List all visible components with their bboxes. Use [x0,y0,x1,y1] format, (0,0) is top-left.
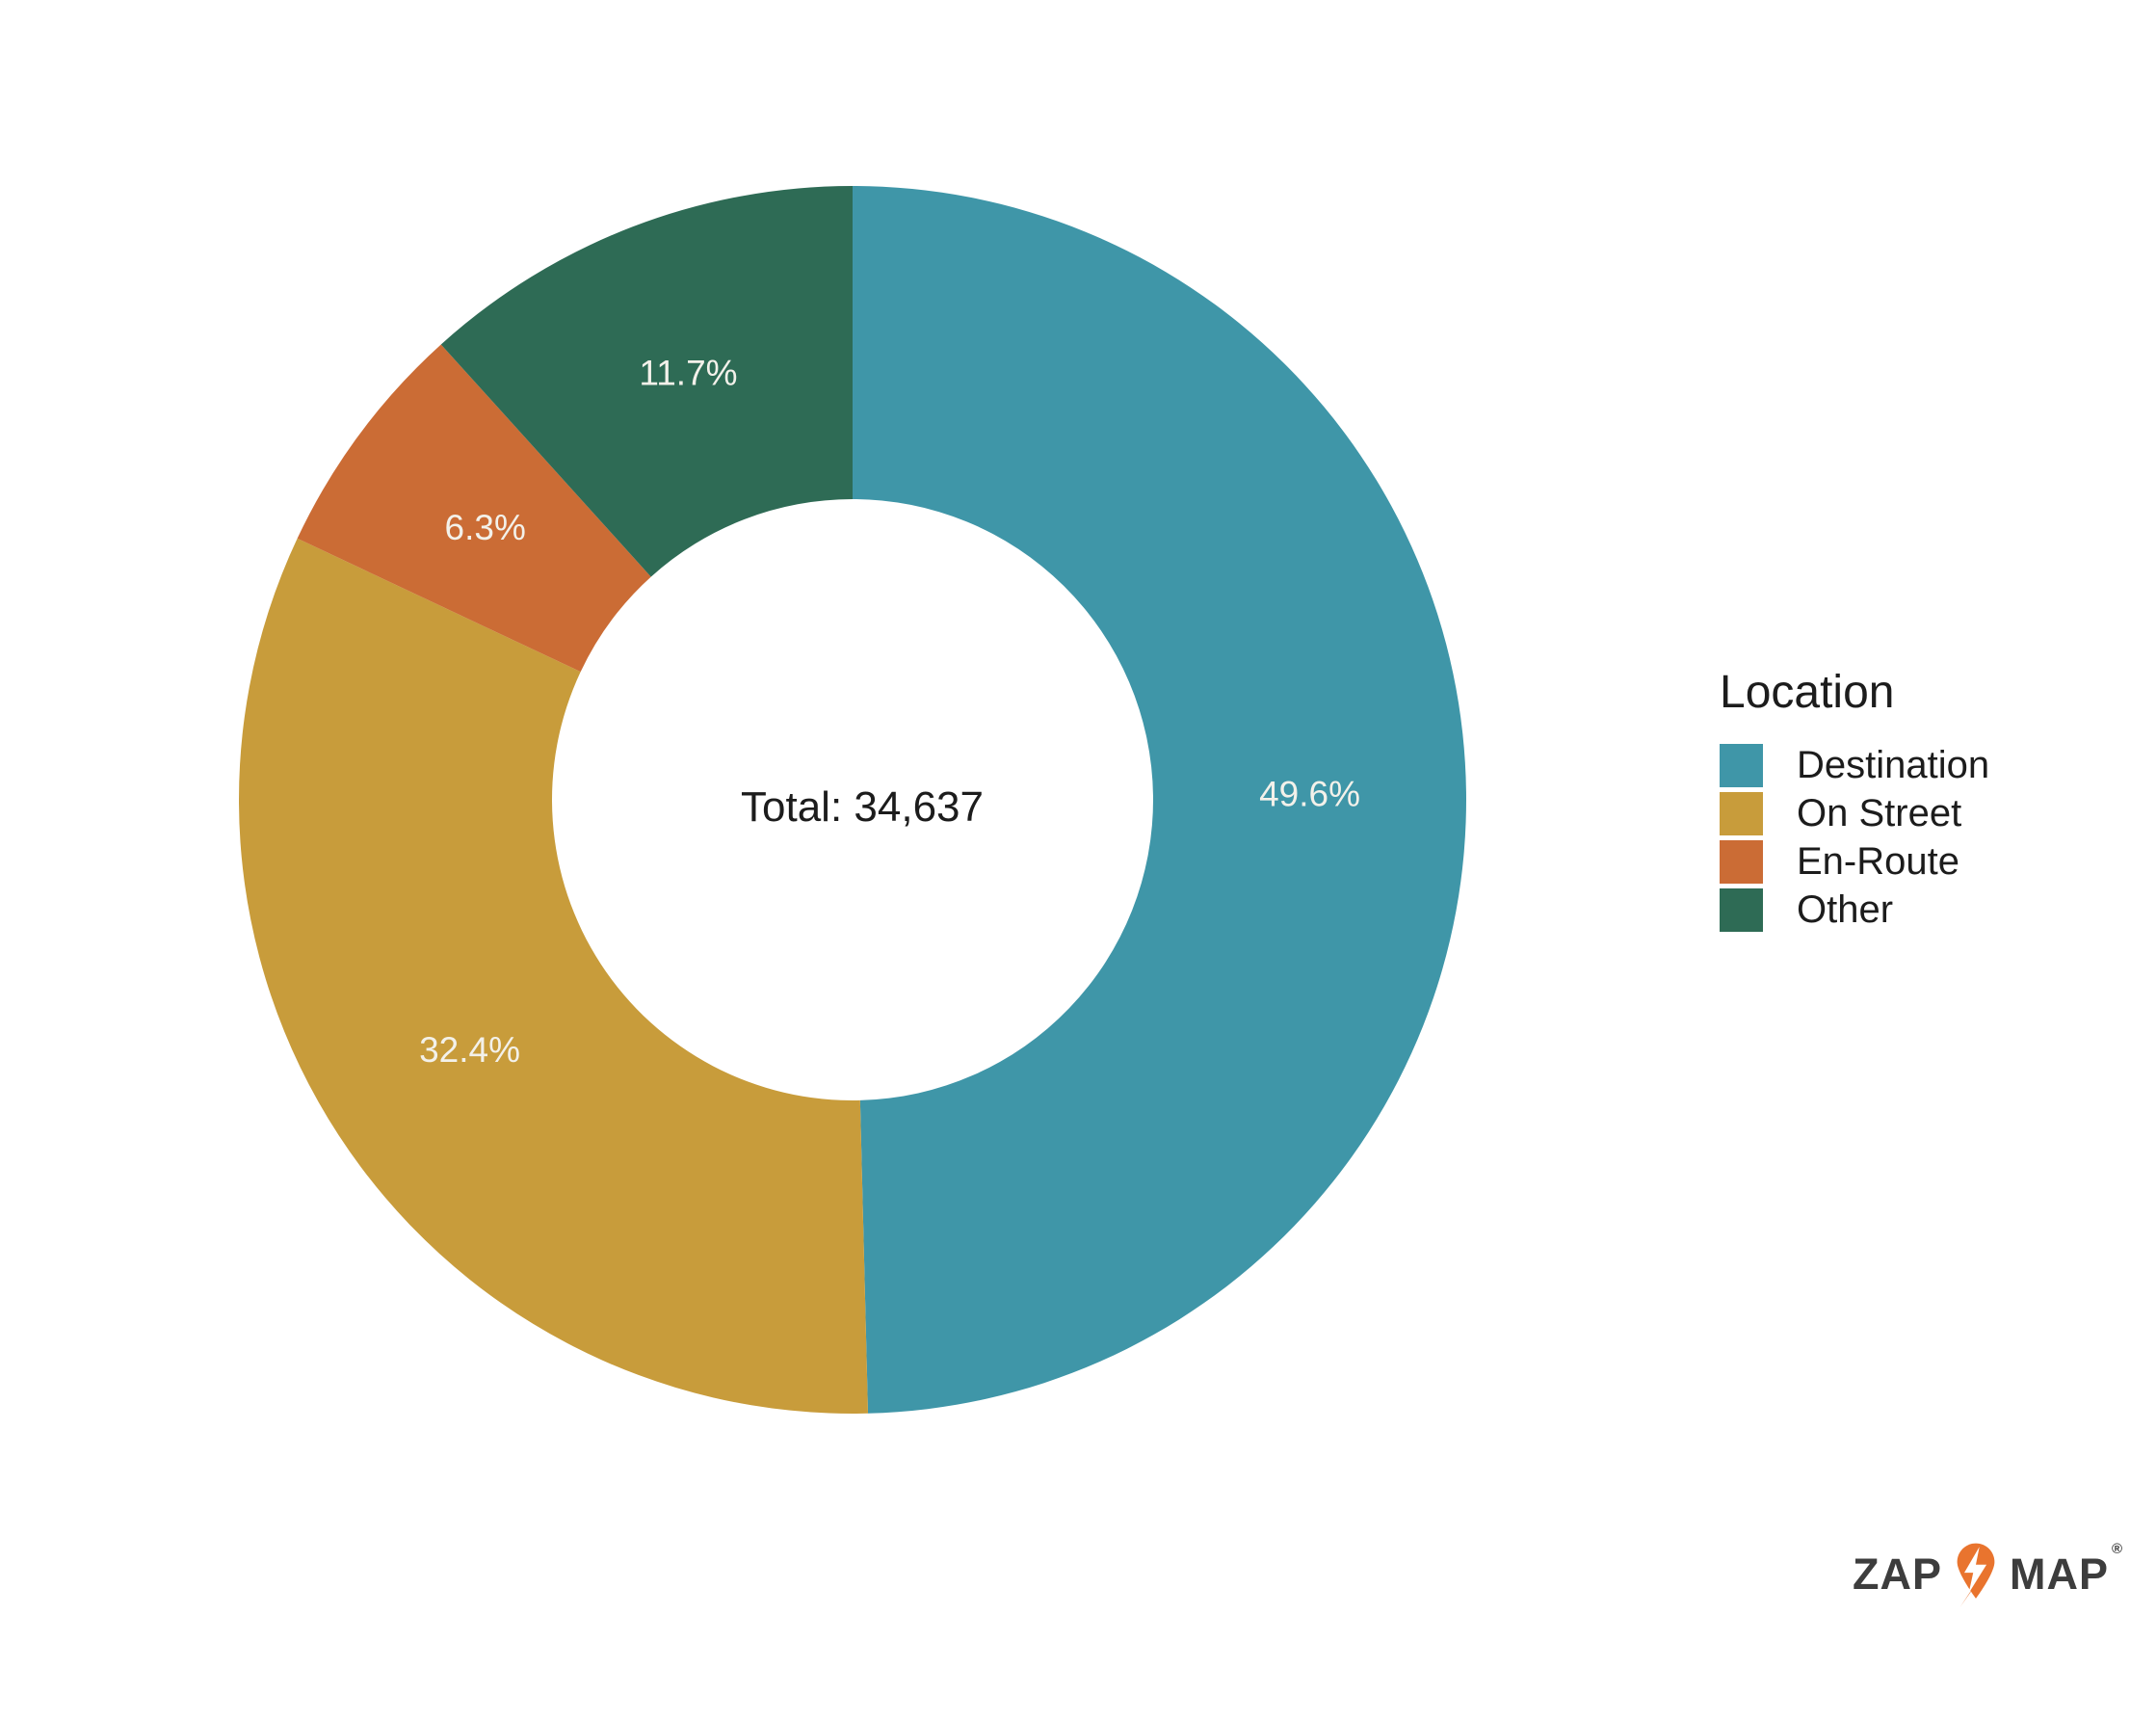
legend-item-label: On Street [1797,791,1962,834]
logo-text-zap: ZAP [1853,1549,1942,1599]
registered-trademark-symbol: ® [2112,1541,2123,1557]
legend-swatch [1720,887,1763,932]
legend-swatch [1720,743,1763,787]
donut-center-total: Total: 34,637 [741,783,984,831]
legend-swatch [1720,839,1763,884]
bolt-tail [1959,1585,1976,1608]
zapmap-logo: ZAP MAP ® [1853,1539,2122,1608]
slice-percent-label: 49.6% [1259,775,1360,814]
legend: Location Destination On Street En-Route Oth… [1720,667,1990,937]
logo-text-map: MAP [2010,1549,2109,1599]
legend-item-destination: Destination [1720,743,1990,787]
legend-items: Destination On Street En-Route Other [1720,743,1990,932]
legend-item-other: Other [1720,887,1989,932]
slice-other [440,186,853,577]
slice-destination [853,186,1466,1414]
slice-percent-label: 32.4% [419,1030,520,1070]
slice-on-street [239,538,869,1414]
legend-item-on-street: On Street [1720,791,1989,835]
legend-item-label: Destination [1797,743,1990,786]
legend-title: Location [1720,667,1895,718]
legend-item-label: En-Route [1797,839,1959,883]
legend-item-en-route: En-Route [1720,839,1989,884]
slice-percent-label: 11.7% [639,354,737,393]
lightning-bolt-icon [1964,1547,1987,1594]
legend-item-label: Other [1797,887,1894,931]
map-pin-lightning-icon [1957,1543,1995,1608]
slice-en-route [297,344,651,673]
legend-swatch [1720,791,1763,835]
slice-percent-label: 6.3% [445,508,526,547]
